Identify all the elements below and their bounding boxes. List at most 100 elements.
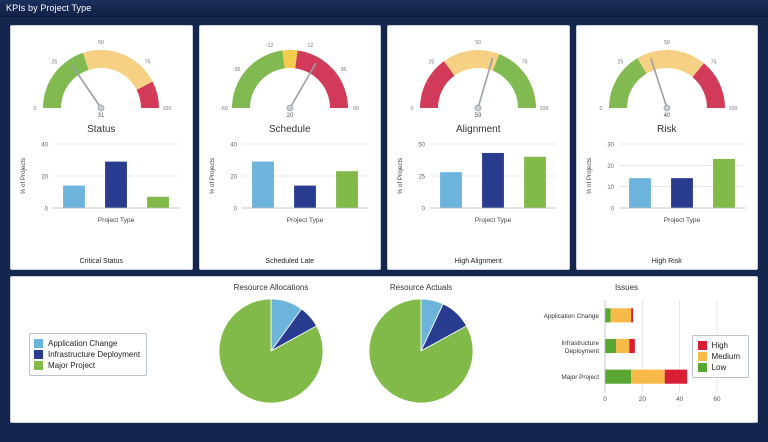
svg-text:75: 75 xyxy=(711,59,717,65)
issues-legend-item-high[interactable]: High xyxy=(697,340,740,351)
panel-caption-scheduled-late: Scheduled Late xyxy=(265,258,315,265)
svg-text:% of Projects: % of Projects xyxy=(20,158,27,194)
svg-text:Infrastructure: Infrastructure xyxy=(561,340,599,347)
svg-text:100: 100 xyxy=(540,106,549,112)
gauge-risk-svg: 0 25 50 75 100 40 xyxy=(599,40,737,119)
svg-text:50: 50 xyxy=(664,40,670,46)
project-type-legend[interactable]: Application Change Infrastructure Deploy… xyxy=(29,333,148,376)
svg-text:25: 25 xyxy=(429,59,435,65)
svg-text:100: 100 xyxy=(163,106,172,112)
svg-text:% of Projects: % of Projects xyxy=(586,158,593,194)
pie-chart-resource-actuals[interactable]: Resource Actuals xyxy=(346,277,496,422)
svg-text:12: 12 xyxy=(307,43,313,49)
gauge-status: 0 25 50 75 100 31 xyxy=(14,30,189,122)
bar-chart-scheduled-late-svg: 0 20 40 % of Projects Project Type xyxy=(209,143,368,224)
legend-item-major-project[interactable]: Major Project xyxy=(34,360,140,371)
legend-label: Medium xyxy=(711,352,740,361)
svg-text:Project Type: Project Type xyxy=(475,217,512,224)
pie-title-resource-actuals: Resource Actuals xyxy=(389,283,453,292)
svg-text:0: 0 xyxy=(610,207,614,213)
issues-legend-item-low[interactable]: Low xyxy=(697,362,740,373)
svg-text:-12: -12 xyxy=(266,43,274,49)
legend-label: Infrastructure Deployment xyxy=(48,350,141,359)
gauge-schedule-title: Schedule xyxy=(268,124,311,135)
svg-text:Project Type: Project Type xyxy=(286,217,323,224)
svg-text:40: 40 xyxy=(663,113,670,119)
gauge-alignment-svg: 0 25 50 75 100 59 xyxy=(411,40,549,119)
svg-text:36: 36 xyxy=(340,67,346,73)
svg-text:% of Projects: % of Projects xyxy=(397,158,404,194)
svg-text:0: 0 xyxy=(422,207,426,213)
gauge-risk-title: Risk xyxy=(657,124,677,135)
bar-chart-critical-status-svg: 0 20 40 % of Projects Project Type xyxy=(20,143,180,224)
project-type-legend-area: Application Change Infrastructure Deploy… xyxy=(11,277,196,422)
legend-label: Low xyxy=(711,363,727,372)
svg-text:0: 0 xyxy=(45,207,49,213)
svg-text:Major Project: Major Project xyxy=(561,374,599,381)
svg-text:50: 50 xyxy=(98,40,104,46)
svg-text:Deployment: Deployment xyxy=(564,348,598,355)
svg-text:Project Type: Project Type xyxy=(98,217,135,224)
legend-swatch-icon xyxy=(697,341,707,350)
resources-and-issues-panel: Application Change Infrastructure Deploy… xyxy=(10,276,758,423)
kpi-panel-schedule[interactable]: -60 -36 -12 12 36 60 20 Schedule 0 20 40 % of Pr… xyxy=(198,25,381,270)
svg-text:100: 100 xyxy=(728,106,737,112)
pie-resource-allocations-svg xyxy=(218,298,324,404)
svg-text:Application Change: Application Change xyxy=(543,313,599,320)
svg-text:50: 50 xyxy=(475,40,481,46)
panel-caption-high-risk: High Risk xyxy=(651,258,682,265)
svg-text:59: 59 xyxy=(475,113,482,119)
gauge-alignment-title: Alignment xyxy=(456,124,501,135)
svg-text:25: 25 xyxy=(419,175,426,181)
svg-text:0: 0 xyxy=(34,106,37,112)
svg-text:-60: -60 xyxy=(220,106,228,112)
legend-swatch-icon xyxy=(34,361,43,370)
issues-legend-item-medium[interactable]: Medium xyxy=(697,351,740,362)
page-title: KPIs by Project Type xyxy=(6,3,92,13)
svg-text:0: 0 xyxy=(233,207,237,213)
gauge-status-svg: 0 25 50 75 100 31 xyxy=(34,40,172,119)
svg-text:20: 20 xyxy=(638,396,646,403)
kpi-panel-alignment[interactable]: 0 25 50 75 100 59 Alignment 0 25 50 % of Projec… xyxy=(387,25,570,270)
window-title-bar: KPIs by Project Type xyxy=(0,0,768,17)
svg-text:0: 0 xyxy=(411,106,414,112)
kpi-panel-risk[interactable]: 0 25 50 75 100 40 Risk 0 10 20 30 % of Projects P… xyxy=(575,25,758,270)
panel-caption-high-alignment: High Alignment xyxy=(454,258,502,265)
bar-chart-high-risk-svg: 0 10 20 30 % of Projects Project Type xyxy=(586,143,745,224)
svg-text:31: 31 xyxy=(98,113,105,119)
svg-text:Project Type: Project Type xyxy=(663,217,700,224)
bar-chart-issues[interactable]: Issues 0 20 40 60 Application Change Infrastr… xyxy=(496,277,757,422)
legend-item-infrastructure-deployment[interactable]: Infrastructure Deployment xyxy=(34,349,140,360)
svg-text:75: 75 xyxy=(522,59,528,65)
svg-text:0: 0 xyxy=(603,396,607,403)
svg-text:60: 60 xyxy=(353,106,359,112)
gauge-schedule: -60 -36 -12 12 36 60 20 xyxy=(203,30,378,122)
svg-text:% of Projects: % of Projects xyxy=(209,158,216,194)
svg-text:0: 0 xyxy=(599,106,602,112)
svg-text:50: 50 xyxy=(419,143,426,149)
legend-swatch-icon xyxy=(34,339,43,348)
legend-label: Major Project xyxy=(48,361,96,370)
svg-text:60: 60 xyxy=(713,396,721,403)
svg-text:20: 20 xyxy=(230,175,237,181)
svg-text:20: 20 xyxy=(42,175,49,181)
issues-legend[interactable]: High Medium Low xyxy=(691,335,749,378)
svg-text:-36: -36 xyxy=(233,67,241,73)
svg-text:75: 75 xyxy=(145,59,151,65)
legend-swatch-icon xyxy=(697,363,707,372)
svg-text:30: 30 xyxy=(607,143,614,149)
legend-item-application-change[interactable]: Application Change xyxy=(34,338,140,349)
svg-text:40: 40 xyxy=(230,143,237,149)
legend-label: Application Change xyxy=(48,339,118,348)
pie-chart-resource-allocations[interactable]: Resource Allocations xyxy=(196,277,346,422)
gauge-status-title: Status xyxy=(87,124,116,135)
panel-caption-critical-status: Critical Status xyxy=(79,258,123,265)
legend-swatch-icon xyxy=(697,352,707,361)
bar-chart-high-alignment: 0 25 50 % of Projects Project Type xyxy=(391,136,566,258)
bar-chart-high-risk: 0 10 20 30 % of Projects Project Type xyxy=(580,136,755,258)
legend-swatch-icon xyxy=(34,350,43,359)
kpi-panel-status[interactable]: 0 25 50 75 100 31 Status 0 20 40 % of Projects P… xyxy=(10,25,193,270)
issues-chart-svg: 0 20 40 60 Application Change InfrastructureD… xyxy=(543,300,721,403)
svg-text:40: 40 xyxy=(676,396,684,403)
